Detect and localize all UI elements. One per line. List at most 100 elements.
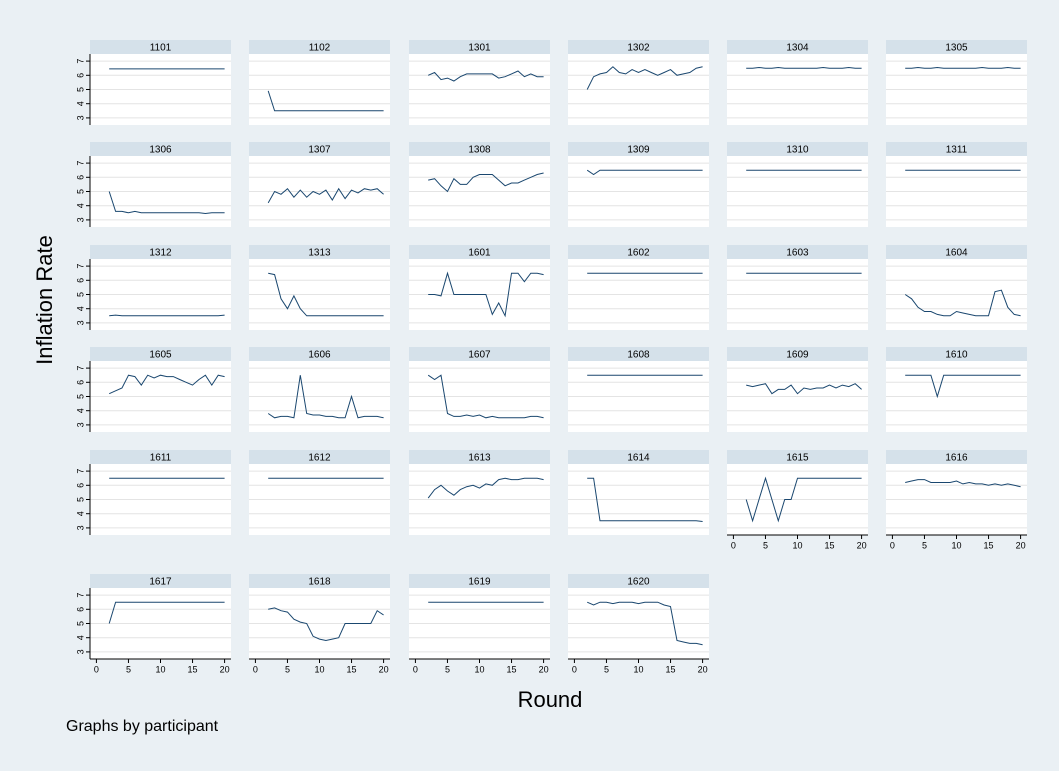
- panel-header: [90, 574, 231, 588]
- panel-header: [568, 450, 709, 464]
- series-line: [905, 66, 1021, 69]
- series-line: [108, 191, 225, 215]
- x-tick-label: 15: [984, 540, 994, 550]
- panel-header: [249, 40, 390, 54]
- y-tick-label: 6: [75, 483, 85, 488]
- y-tick-label: 7: [75, 264, 85, 269]
- panel-title: 1603: [786, 248, 809, 259]
- panel-title: 1614: [627, 453, 650, 464]
- series-line: [586, 66, 703, 90]
- series-line: [268, 607, 384, 642]
- series-line: [108, 601, 225, 624]
- panel-header: [90, 40, 231, 54]
- x-tick-label: 20: [379, 664, 389, 674]
- y-tick-label: 5: [75, 394, 85, 399]
- x-tick-label: 0: [94, 664, 99, 674]
- series-line: [268, 272, 384, 317]
- x-tick-label: 20: [1016, 540, 1026, 550]
- series-line: [904, 289, 1021, 317]
- y-axis-label: Inflation Rate: [32, 235, 57, 365]
- x-tick-label: 5: [922, 540, 927, 550]
- panel-header: [886, 450, 1027, 464]
- y-tick-label: 5: [75, 621, 85, 626]
- y-tick-label: 7: [75, 161, 85, 166]
- x-tick-label: 15: [188, 664, 198, 674]
- x-tick-label: 5: [445, 664, 450, 674]
- y-tick-label: 4: [75, 306, 85, 311]
- y-tick-label: 6: [75, 380, 85, 385]
- panel-title: 1605: [149, 350, 172, 361]
- y-tick-label: 7: [75, 593, 85, 598]
- y-tick-label: 6: [75, 175, 85, 180]
- panel-header: [568, 245, 709, 259]
- panel-header: [886, 245, 1027, 259]
- panel-header: [727, 245, 868, 259]
- x-tick-label: 10: [951, 540, 961, 550]
- panel-title: 1618: [308, 577, 331, 588]
- series-line: [428, 172, 544, 193]
- panel-header: [409, 245, 550, 259]
- panel-header: [249, 450, 390, 464]
- panel-title: 1608: [627, 350, 650, 361]
- series-line: [427, 70, 544, 82]
- panel-header: [409, 347, 550, 361]
- y-tick-label: 5: [75, 292, 85, 297]
- panel-header: [568, 142, 709, 156]
- panel-title: 1610: [945, 350, 968, 361]
- x-tick-label: 15: [507, 664, 517, 674]
- series-line: [267, 90, 384, 112]
- y-tick-label: 4: [75, 203, 85, 208]
- series-line: [905, 374, 1021, 399]
- series-line: [586, 169, 703, 176]
- y-tick-label: 3: [75, 649, 85, 654]
- panel-title: 1310: [786, 145, 809, 156]
- panel-header: [727, 347, 868, 361]
- x-tick-label: 0: [413, 664, 418, 674]
- x-tick-label: 10: [314, 664, 324, 674]
- x-tick-label: 0: [572, 664, 577, 674]
- series-line: [267, 187, 384, 204]
- panel-header: [90, 347, 231, 361]
- panel-title: 1312: [149, 248, 172, 259]
- panel-title: 1611: [150, 453, 172, 464]
- panel-title: 1313: [308, 248, 331, 259]
- y-tick-label: 6: [75, 278, 85, 283]
- x-tick-label: 5: [126, 664, 131, 674]
- y-tick-label: 7: [75, 59, 85, 64]
- panel-title: 1620: [627, 577, 650, 588]
- panel-header: [90, 450, 231, 464]
- series-line: [746, 66, 862, 69]
- panel-header: [886, 347, 1027, 361]
- panel-header: [568, 40, 709, 54]
- panel-header: [886, 142, 1027, 156]
- x-tick-label: 0: [731, 540, 736, 550]
- series-line: [427, 477, 544, 499]
- x-tick-label: 20: [220, 664, 230, 674]
- panel-title: 1613: [468, 453, 491, 464]
- y-tick-label: 5: [75, 87, 85, 92]
- x-tick-label: 20: [857, 540, 867, 550]
- x-tick-label: 15: [825, 540, 835, 550]
- x-tick-label: 20: [698, 664, 708, 674]
- panel-title: 1601: [468, 248, 491, 259]
- panel-title: 1304: [786, 43, 809, 54]
- y-tick-label: 3: [75, 422, 85, 427]
- y-tick-label: 3: [75, 217, 85, 222]
- panel-title: 1604: [945, 248, 968, 259]
- y-tick-label: 4: [75, 101, 85, 106]
- panel-header: [727, 142, 868, 156]
- panel-title: 1311: [946, 145, 968, 156]
- panel-header: [409, 40, 550, 54]
- panel-header: [727, 40, 868, 54]
- panel-header: [568, 574, 709, 588]
- y-tick-label: 4: [75, 511, 85, 516]
- y-tick-label: 7: [75, 366, 85, 371]
- panel-header: [249, 245, 390, 259]
- series-line: [905, 479, 1021, 488]
- y-tick-label: 4: [75, 635, 85, 640]
- panel-title: 1307: [308, 145, 331, 156]
- panel-title: 1302: [627, 43, 650, 54]
- panel-title: 1612: [308, 453, 331, 464]
- panel-title: 1102: [309, 43, 331, 54]
- series-line: [267, 375, 384, 419]
